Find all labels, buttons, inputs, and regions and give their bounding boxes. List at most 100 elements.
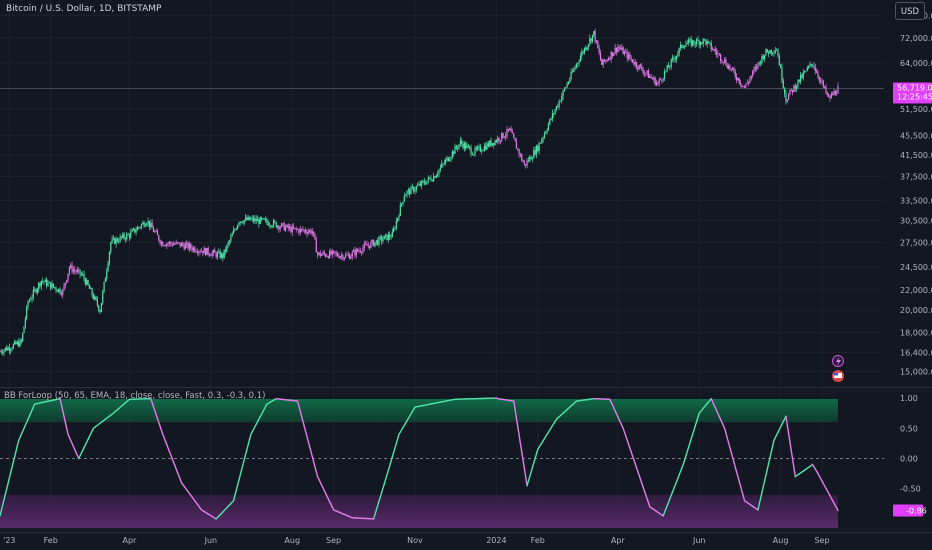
candle-body [102,291,104,303]
candle-body [195,251,197,253]
candle-body [425,183,427,185]
candle-body [60,293,62,295]
candle-body [110,242,112,253]
candle-body [828,94,830,97]
oscillator-segment [729,446,732,454]
event-icons[interactable] [832,355,844,383]
candle-body [140,224,143,228]
candle-body [159,240,161,244]
candle-body [691,40,694,46]
candle-body [461,140,463,144]
candle-body [401,203,403,205]
candle-body [662,78,664,81]
candle-body [710,43,712,50]
candle-body [689,39,691,41]
candle-body [651,77,654,80]
candle-body [315,239,317,253]
candle-body [681,44,683,48]
candle-body [798,79,800,82]
oscillator-segment [514,408,518,419]
candle-body [409,189,411,195]
candle-body [534,150,536,155]
candle-body [154,231,156,233]
candle-body [291,226,293,233]
candle-body [210,255,212,257]
candle-body [158,235,160,241]
candle-body [92,295,95,299]
oscillator-segment [395,438,399,445]
candle-body [312,231,315,234]
candle-body [832,93,834,95]
candle-body [27,301,29,307]
candle-body [806,67,808,71]
candle-body [72,269,74,272]
candle-body [178,242,180,244]
currency-button[interactable]: USD [895,2,925,20]
candle-body [825,86,827,93]
candle-body [483,145,485,151]
candle-body [148,221,151,227]
candle-body [784,87,786,94]
candle-body [442,163,444,165]
indicator-title[interactable]: BB ForLoop (50, 65, EMA, 18, close, clos… [4,391,266,401]
candle-body [726,65,728,69]
candle-body [76,270,78,273]
candle-body [701,42,703,44]
osc-tick-label: 0.50 [900,424,918,433]
candle-body [243,220,245,224]
candle-body [578,61,580,63]
candle-body [406,191,408,195]
time-tick-label: Nov [407,536,423,545]
oscillator-segment [304,430,308,438]
candle-body [288,226,291,229]
candle-body [316,252,319,255]
candle-body [24,318,26,327]
candle-body [124,238,127,240]
oscillator-segment [311,455,315,463]
time-axis[interactable]: '23 Feb Apr Jun Aug Sep Nov 2024 Feb Apr Jun Aug Sep [3,536,829,545]
candle-body [490,140,492,146]
candle-body [597,40,599,48]
candle-body [206,248,208,256]
osc-value-label: -0.86 [906,506,927,515]
price-axis[interactable]: 15,000.00 16,400.00 18,000.00 20,000.00 22,0… [900,11,932,493]
oscillator-segment [737,475,740,483]
candle-body [275,222,277,228]
candle-body [438,169,440,174]
candle-body [234,229,236,231]
time-tick-label: Aug [773,536,789,545]
candle-body [282,223,284,225]
candle-body [557,106,559,107]
symbol-title[interactable]: Bitcoin / U.S. Dollar, 1D, BITSTAMP [6,4,162,14]
candle-body [190,243,192,249]
candle-body [40,280,42,287]
oscillator-segment [7,477,11,485]
candle-body [112,238,115,240]
candle-body [22,333,24,342]
candle-body [279,226,281,230]
candle-body [634,62,636,65]
candle-body [421,180,423,186]
candle-body [685,44,687,47]
candle-body [546,130,548,133]
candle-body [170,242,172,244]
candle-body [314,233,316,240]
candle-body [517,148,519,150]
candle-body [43,281,45,283]
oscillator-segment [735,471,739,478]
oscillator-segment [513,400,516,411]
candle-body [345,254,347,258]
candle-body [630,57,632,60]
oscillator-segment [518,434,522,445]
candle-body [631,59,634,63]
candle-body [801,74,803,78]
candle-body [639,64,642,67]
candle-body [70,264,72,268]
candle-body [104,278,107,282]
candle-body [439,167,441,170]
candle-body [66,280,68,283]
candle-body [497,138,499,142]
candle-body [493,143,495,146]
candle-body [573,68,575,72]
